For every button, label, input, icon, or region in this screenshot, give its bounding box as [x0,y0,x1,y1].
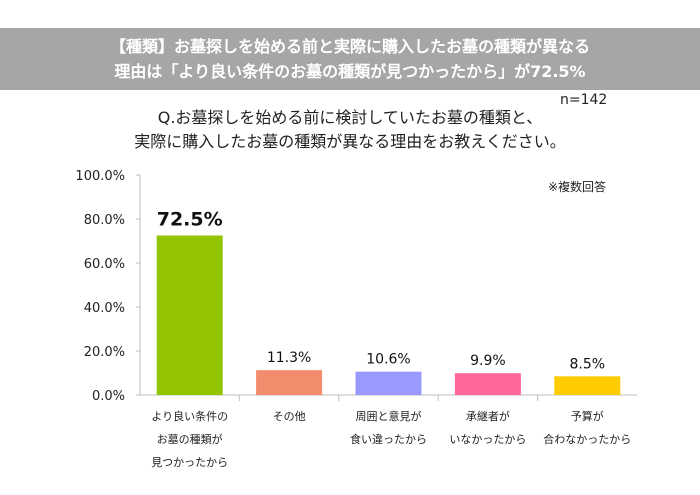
data-label: 11.3% [267,350,311,366]
data-label: 72.5% [157,209,223,231]
headline-line-2: 理由は「より良い条件のお墓の種類が見つかったから」が72.5% [114,62,586,81]
x-tick-label: より良い条件の [151,409,228,423]
y-tick-label: 40.0% [84,301,125,316]
bar [256,370,323,395]
x-tick-label: 食い違ったから [350,432,427,446]
question-line-1: Q.お墓探しを始める前に検討していたお墓の種類と、 [157,108,543,127]
question-title: Q.お墓探しを始める前に検討していたお墓の種類と、 実際に購入したお墓の種類が異… [0,106,700,154]
data-label: 8.5% [570,356,606,372]
bar [554,376,621,395]
x-tick-label: お墓の種類が [157,432,223,446]
x-tick-label: 承継者が [466,409,510,423]
x-tick-label: いなかったから [449,433,526,446]
x-tick-label: 予算が [571,409,604,423]
x-tick-label: その他 [273,410,306,423]
headline-banner: 【種類】お墓探しを始める前と実際に購入したお墓の種類が異なる 理由は「より良い条… [0,28,700,90]
question-line-2: 実際に購入したお墓の種類が異なる理由をお教えください。 [134,132,566,151]
x-tick-label: 見つかったから [151,456,228,469]
data-label: 10.6% [366,352,410,368]
y-tick-label: 20.0% [84,345,125,360]
y-tick-label: 80.0% [84,213,125,228]
y-tick-label: 0.0% [92,389,125,404]
headline-line-1: 【種類】お墓探しを始める前と実際に購入したお墓の種類が異なる [109,37,590,56]
y-tick-label: 60.0% [84,257,125,272]
sample-size: n=142 [560,92,608,108]
x-tick-label: 合わなかったから [543,432,631,446]
x-tick-label: 周囲と意見が [356,409,422,423]
bar [454,373,521,395]
bar [156,235,223,395]
data-label: 9.9% [470,353,506,369]
multiple-answer-note: ※複数回答 [548,180,607,194]
y-tick-label: 100.0% [75,169,125,184]
bar [355,371,422,395]
